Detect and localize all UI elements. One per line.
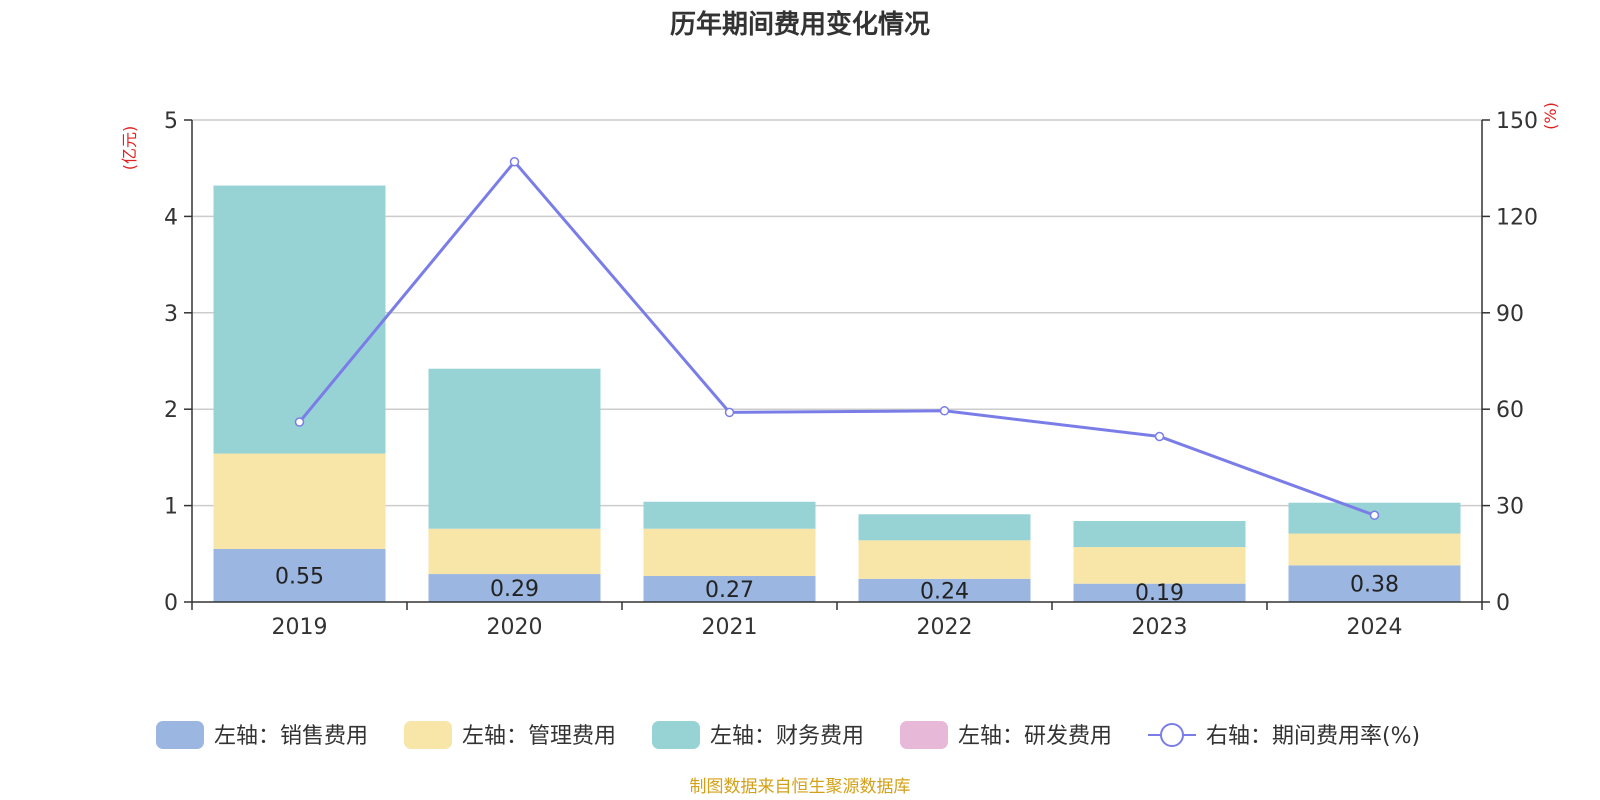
right-axis-unit: (%) xyxy=(1541,102,1560,130)
x-axis-tick-label: 2021 xyxy=(702,615,758,640)
bar-segment xyxy=(1288,533,1461,566)
x-axis-tick-label: 2020 xyxy=(487,615,543,640)
left-axis-tick-label: 0 xyxy=(164,591,178,616)
data-label: 0.19 xyxy=(1135,581,1184,606)
bar-segment xyxy=(858,540,1031,579)
rate-point xyxy=(1369,510,1380,520)
right-axis-tick-label: 0 xyxy=(1496,591,1510,616)
legend-label: 左轴：销售费用 xyxy=(214,724,368,749)
legend-swatch xyxy=(652,721,700,749)
bar-segment xyxy=(213,453,386,549)
right-axis-tick-label: 60 xyxy=(1496,398,1524,423)
legend-label: 右轴：期间费用率(%) xyxy=(1206,724,1420,749)
rate-point xyxy=(294,417,305,427)
right-axis-tick-label: 150 xyxy=(1496,109,1538,134)
x-axis-tick-label: 2019 xyxy=(272,615,328,640)
legend-item: 左轴：研发费用 xyxy=(900,721,1112,749)
legend-item: 左轴：财务费用 xyxy=(652,721,864,749)
right-axis-tick-label: 30 xyxy=(1496,495,1524,520)
legend-swatch xyxy=(156,721,204,749)
bar-segment xyxy=(428,574,601,602)
bars xyxy=(213,185,1461,602)
bar-segment xyxy=(643,528,816,576)
legend-swatch xyxy=(900,721,948,749)
left-axis-unit: (亿元) xyxy=(120,126,139,171)
rate-point xyxy=(939,406,950,416)
data-labels: 0.55 0.29 0.27 0.24 0.19 0.38 xyxy=(275,564,1399,606)
legend-label: 左轴：管理费用 xyxy=(462,724,616,749)
left-axis-tick-label: 2 xyxy=(164,398,178,423)
right-axis-tick-label: 120 xyxy=(1496,205,1538,230)
bar-segment xyxy=(428,368,601,529)
x-axis-tick-label: 2024 xyxy=(1347,615,1403,640)
legend-label: 左轴：研发费用 xyxy=(958,724,1112,749)
left-axis-tick-label: 4 xyxy=(164,205,178,230)
legend-label: 左轴：财务费用 xyxy=(710,724,864,749)
bar-segment xyxy=(858,514,1031,541)
axes: 0 1 2 3 4 5 0 30 60 90 120 150 2019 2020 2021 2022 2023 2… xyxy=(164,109,1538,640)
data-label: 0.24 xyxy=(920,579,969,604)
bar-segment xyxy=(1073,583,1246,602)
rate-line xyxy=(294,157,1380,520)
x-axis-tick-label: 2022 xyxy=(917,615,973,640)
bar-segment xyxy=(1073,547,1246,584)
legend: 左轴：销售费用 左轴：管理费用 左轴：财务费用 左轴：研发费用 右轴：期间费用率(%) xyxy=(156,721,1420,749)
right-axis-tick-label: 90 xyxy=(1496,302,1524,327)
bar-segment xyxy=(643,575,816,602)
left-axis-tick-label: 5 xyxy=(164,109,178,134)
bar-segment xyxy=(213,185,386,454)
data-label: 0.29 xyxy=(490,577,539,602)
legend-item: 右轴：期间费用率(%) xyxy=(1148,723,1420,749)
bar-segment xyxy=(1288,565,1461,602)
chart-title: 历年期间费用变化情况 xyxy=(670,9,930,40)
bar-segment xyxy=(1073,521,1246,548)
legend-item: 左轴：销售费用 xyxy=(156,721,368,749)
bar-segment xyxy=(643,501,816,529)
rate-point xyxy=(509,157,520,167)
data-label: 0.27 xyxy=(705,578,754,603)
rate-polyline xyxy=(298,159,1376,517)
source-note: 制图数据来自恒生聚源数据库 xyxy=(690,777,911,797)
bar-segment xyxy=(428,528,601,575)
legend-swatch xyxy=(404,721,452,749)
legend-marker xyxy=(1160,723,1184,747)
x-axis-tick-label: 2023 xyxy=(1132,615,1188,640)
left-axis-tick-label: 3 xyxy=(164,302,178,327)
legend-item: 左轴：管理费用 xyxy=(404,721,616,749)
left-axis-tick-label: 1 xyxy=(164,495,178,520)
bar-segment xyxy=(858,578,1031,602)
rate-point xyxy=(724,407,735,418)
gridlines xyxy=(192,119,1482,507)
data-label: 0.55 xyxy=(275,564,324,589)
bar-segment xyxy=(213,548,386,602)
data-label: 0.38 xyxy=(1350,573,1399,598)
rate-point xyxy=(1154,431,1165,442)
